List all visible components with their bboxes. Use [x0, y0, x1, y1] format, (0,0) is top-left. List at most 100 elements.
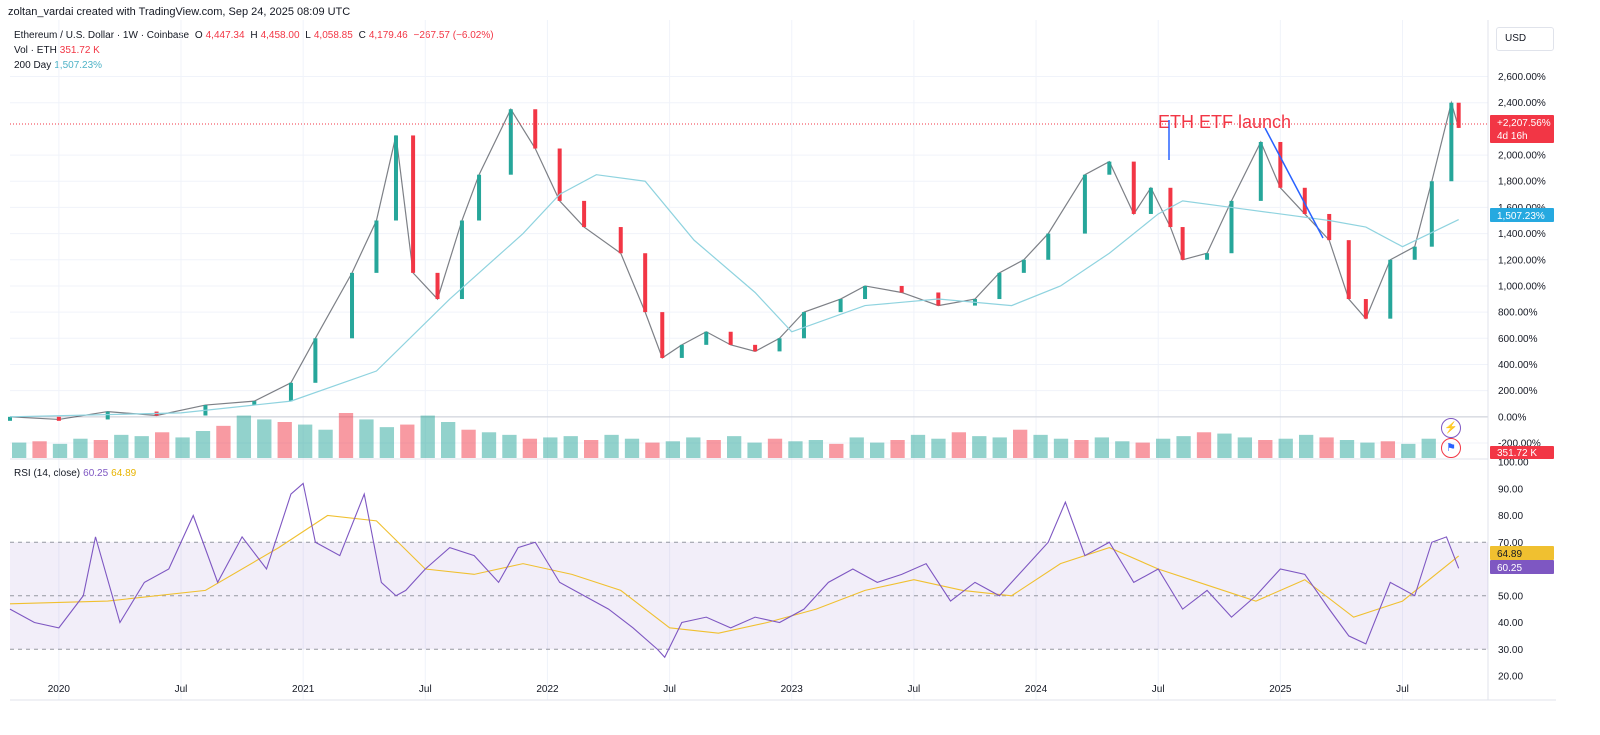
- price-candle: [1082, 174, 1087, 234]
- price-candle: [557, 148, 562, 201]
- ma-label: 200 Day: [14, 60, 52, 71]
- time-axis-label: Jul: [663, 684, 676, 695]
- price-axis-label: 800.00%: [1498, 308, 1538, 319]
- price-candle: [863, 285, 868, 300]
- flag-icon[interactable]: ⚑: [1441, 438, 1461, 458]
- ma-value: 1,507.23%: [54, 60, 103, 71]
- countdown-tag: 4d 16h: [1497, 131, 1528, 142]
- price-candle: [997, 272, 1002, 300]
- volume-bar: [1319, 437, 1334, 458]
- volume-bar: [1176, 436, 1191, 458]
- volume-bar: [624, 438, 640, 458]
- volume-bar: [318, 429, 333, 458]
- symbol-title[interactable]: Ethereum / U.S. Dollar · 1W · Coinbase: [14, 30, 190, 41]
- volume-bar: [645, 442, 660, 458]
- ohlc-low: 4,058.85: [313, 30, 353, 41]
- volume-bar: [829, 443, 844, 458]
- volume-bar: [767, 438, 783, 458]
- time-axis-label: Jul: [1396, 684, 1409, 695]
- volume-bar: [808, 440, 824, 458]
- price-series: [8, 100, 1461, 421]
- volume-bar: [216, 425, 231, 458]
- price-candle: [728, 331, 733, 345]
- price-candle: [459, 220, 464, 300]
- price-candle: [777, 338, 782, 352]
- price-candle: [1363, 299, 1368, 319]
- time-axis-label: 2025: [1269, 684, 1292, 695]
- volume-bar: [543, 437, 558, 458]
- time-axis-label: 2023: [781, 684, 804, 695]
- price-candle: [899, 285, 904, 293]
- volume-bar: [481, 432, 497, 458]
- volume-bar: [788, 441, 803, 458]
- volume-bar: [441, 422, 456, 458]
- price-candle: [618, 227, 623, 254]
- ohlc-close-label: C: [358, 30, 366, 41]
- rsi-legend[interactable]: RSI (14, close) 60.25 64.89: [14, 468, 139, 479]
- rsi-tag: 60.25: [1497, 563, 1522, 574]
- rsi-axis-label: 100.00: [1498, 458, 1529, 469]
- currency-button[interactable]: USD: [1496, 27, 1554, 51]
- volume-bar: [992, 437, 1007, 458]
- ma-tag: 1,507.23%: [1497, 211, 1545, 222]
- volume-bar: [114, 434, 129, 458]
- price-tags: +2,207.56% 4d 16h 1,507.23% 351.72 K 64.89 60…: [1490, 115, 1554, 574]
- price-candle: [1046, 233, 1051, 260]
- lightning-icon[interactable]: ⚡: [1441, 418, 1461, 438]
- volume-legend[interactable]: Vol · ETH 351.72 K: [14, 45, 103, 56]
- price-candle: [411, 135, 416, 273]
- price-candle: [288, 382, 293, 402]
- time-axis-label: Jul: [908, 684, 921, 695]
- price-candle: [1148, 187, 1153, 214]
- price-candle: [753, 344, 758, 352]
- ma-legend[interactable]: 200 Day 1,507.23%: [14, 60, 105, 71]
- price-tag: +2,207.56%: [1497, 118, 1551, 129]
- volume-bar: [1053, 438, 1069, 458]
- price-axis-label: 1,400.00%: [1498, 229, 1546, 240]
- volume-tag: 351.72 K: [1497, 448, 1537, 459]
- volume-bar: [338, 413, 354, 458]
- volume-bar: [1196, 432, 1212, 458]
- volume-bar: [1074, 440, 1089, 458]
- volume-bar: [175, 437, 190, 458]
- ohlc-high-label: H: [250, 30, 258, 41]
- volume-bar: [1135, 442, 1150, 458]
- rsi-axis-label: 30.00: [1498, 645, 1523, 656]
- price-candle: [1449, 102, 1454, 182]
- time-axis-label: 2021: [292, 684, 315, 695]
- price-candle: [56, 416, 61, 421]
- price-candle: [679, 344, 684, 358]
- time-axis-label: Jul: [1152, 684, 1165, 695]
- time-axis-label: 2022: [536, 684, 559, 695]
- volume-bar: [502, 434, 517, 458]
- time-axis-label: 2024: [1025, 684, 1048, 695]
- annotation-layer: ETH ETF launch: [10, 112, 1488, 239]
- volume-bar: [12, 442, 27, 458]
- rsi-ma-tag-bg: [1490, 546, 1554, 560]
- chart-credit: zoltan_vardai created with TradingView.c…: [8, 6, 351, 18]
- volume-bars: [12, 413, 1436, 458]
- volume-bar: [665, 441, 681, 458]
- volume-bar: [257, 419, 272, 458]
- rsi-ma-value: 64.89: [111, 468, 137, 479]
- price-candle: [1229, 200, 1234, 254]
- price-axis-label: 1,200.00%: [1498, 255, 1546, 266]
- volume-bar: [706, 440, 721, 458]
- ohlc-high: 4,458.00: [260, 30, 300, 41]
- trend-line: [1264, 127, 1324, 239]
- volume-tag-bg: [1490, 446, 1554, 459]
- ma-tag-bg: [1490, 208, 1554, 222]
- volume-bar: [32, 441, 47, 458]
- volume-bar: [1156, 438, 1171, 458]
- volume-bar: [155, 432, 170, 458]
- time-axis: 2020 Jul 2021 Jul 2022 Jul 2023 Jul 2024 Jul 2025 J…: [48, 684, 1409, 695]
- rsi-label: RSI (14, close): [14, 468, 81, 479]
- time-axis-label: Jul: [175, 684, 188, 695]
- volume-value: 351.72 K: [59, 45, 100, 56]
- price-candle: [374, 220, 379, 273]
- price-candle: [1327, 213, 1332, 241]
- symbol-legend: Ethereum / U.S. Dollar · 1W · Coinbase O…: [14, 30, 497, 41]
- volume-label: Vol · ETH: [14, 45, 57, 56]
- ohlc-low-label: L: [305, 30, 311, 41]
